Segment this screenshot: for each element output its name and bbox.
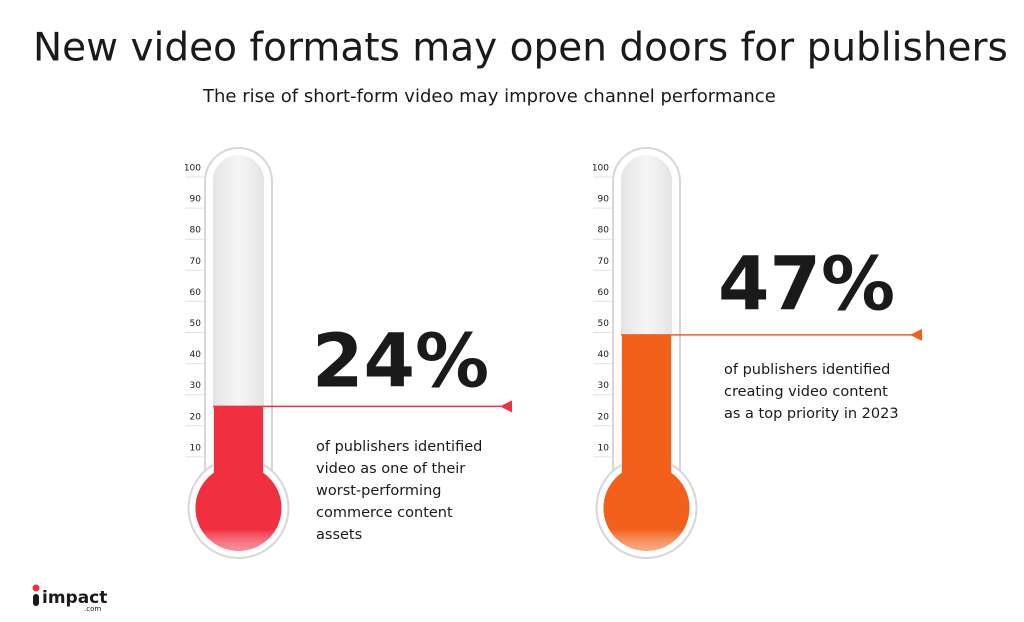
logo-bar [33, 594, 39, 606]
title: New video formats may open doors for pub… [33, 26, 1008, 71]
y-tick-label: 20 [190, 412, 202, 422]
value-label: 24% [312, 319, 489, 405]
annotation-line: assets [316, 527, 362, 543]
thermometer-chart: 10 20 30 40 50 60 70 80 90 100 47% of publishers id… [592, 147, 922, 559]
thermometer-chart: 10 20 30 40 50 60 70 80 90 100 24% of publishers id… [184, 147, 512, 559]
y-tick-label: 30 [598, 381, 610, 391]
y-tick-label: 40 [190, 350, 202, 360]
y-tick-label: 50 [598, 319, 610, 329]
y-tick-label: 30 [190, 381, 202, 391]
y-tick-label: 80 [598, 226, 610, 236]
annotation-line: worst-performing [316, 483, 441, 499]
pointer-arrow [910, 328, 922, 341]
annotation-line: video as one of their [316, 461, 465, 477]
annotation-line: commerce content [316, 505, 453, 521]
y-tick-label: 90 [598, 195, 610, 205]
y-tick-label: 80 [190, 226, 202, 236]
y-tick-label: 60 [190, 288, 202, 298]
subtitle: The rise of short-form video may improve… [202, 86, 776, 107]
y-tick-label: 100 [184, 164, 201, 174]
y-tick-label: 50 [190, 319, 202, 329]
y-tick-label: 100 [592, 164, 609, 174]
annotation-line: of publishers identified [724, 362, 890, 378]
y-tick-label: 70 [190, 257, 202, 267]
annotation-line: of publishers identified [316, 439, 482, 455]
y-tick-label: 60 [598, 288, 610, 298]
logo-dot [32, 584, 40, 592]
y-tick-label: 70 [598, 257, 610, 267]
y-tick-label: 90 [190, 195, 202, 205]
y-tick-label: 10 [598, 443, 610, 453]
value-label: 47% [718, 242, 895, 328]
y-tick-label: 40 [598, 350, 610, 360]
pointer-arrow [500, 400, 512, 413]
logo-name: impact [42, 588, 107, 608]
logo: impact .com [32, 584, 107, 613]
y-tick-label: 20 [598, 412, 610, 422]
bulb-base [603, 465, 690, 551]
annotation-line: creating video content [724, 384, 888, 400]
y-tick-label: 10 [190, 443, 202, 453]
bulb-base [195, 465, 282, 551]
logo-suffix: .com [84, 605, 101, 613]
annotation-line: as a top priority in 2023 [724, 406, 899, 422]
